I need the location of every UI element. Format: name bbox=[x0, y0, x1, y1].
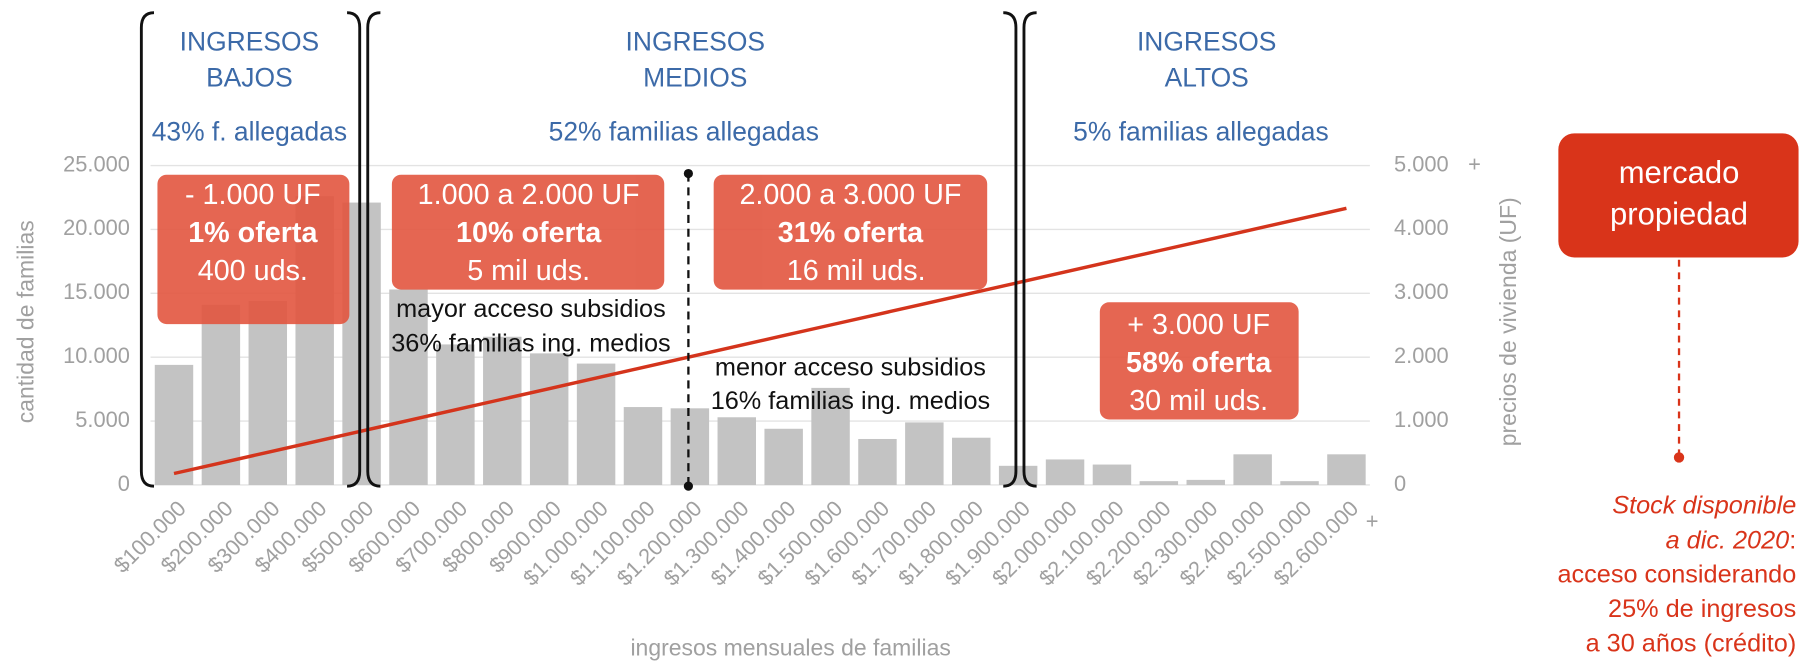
side-note-colon: : bbox=[1789, 526, 1796, 554]
box-text: 58% oferta bbox=[1126, 347, 1272, 379]
section-title: INGRESOS bbox=[1137, 27, 1276, 57]
section-title: INGRESOS bbox=[180, 27, 319, 57]
box-text: 1% oferta bbox=[188, 217, 318, 249]
bracket bbox=[139, 11, 155, 488]
box-text: 31% oferta bbox=[778, 217, 924, 249]
bracket bbox=[1022, 11, 1037, 488]
bar bbox=[717, 417, 756, 485]
bar bbox=[1280, 481, 1319, 485]
box-text: 10% oferta bbox=[456, 217, 602, 249]
bracket bbox=[366, 11, 381, 488]
bar bbox=[248, 300, 288, 485]
y-tick-label: 5.000 bbox=[75, 407, 130, 432]
side-note: a 30 años (crédito) bbox=[1586, 629, 1797, 657]
side-box bbox=[1558, 133, 1799, 258]
note: 16% familias ing. medios bbox=[711, 387, 990, 415]
bar bbox=[1186, 479, 1225, 485]
box-text: 16 mil uds. bbox=[787, 255, 926, 287]
box-text: 30 mil uds. bbox=[1129, 385, 1268, 417]
section-title: INGRESOS bbox=[626, 27, 765, 57]
side-note: Stock disponible bbox=[1612, 492, 1796, 520]
bar bbox=[811, 387, 850, 485]
y2-tick-label: 1.000 bbox=[1394, 407, 1449, 432]
bar bbox=[998, 465, 1038, 485]
offer-box bbox=[391, 174, 665, 290]
offer-box bbox=[1099, 302, 1299, 420]
section-share: 52% familias allegadas bbox=[549, 116, 819, 146]
bar bbox=[1045, 459, 1085, 485]
divider-end bbox=[683, 168, 693, 179]
side-box-text: mercado bbox=[1619, 155, 1740, 190]
side-note: a dic. 2020: bbox=[1666, 526, 1797, 554]
bracket bbox=[346, 11, 362, 488]
bars bbox=[154, 196, 1366, 485]
bar bbox=[858, 438, 897, 485]
boxes bbox=[157, 174, 1299, 420]
bar bbox=[436, 344, 475, 485]
y2-tick-label: 0 bbox=[1394, 471, 1406, 496]
bar bbox=[154, 364, 194, 485]
y-tick-label: 20.000 bbox=[63, 215, 130, 240]
bracket bbox=[1003, 11, 1018, 488]
y-axis-label: cantidad de familias bbox=[13, 220, 39, 423]
box-text: 5 mil uds. bbox=[467, 255, 590, 287]
note: 36% familias ing. medios bbox=[391, 329, 670, 357]
box-text: 2.000 a 3.000 UF bbox=[739, 179, 961, 211]
bar bbox=[623, 407, 663, 485]
section-share: 5% familias allegadas bbox=[1073, 116, 1329, 146]
box-text: - 1.000 UF bbox=[185, 179, 321, 211]
y-tick-label: 10.000 bbox=[63, 343, 130, 368]
divider-end bbox=[683, 481, 693, 491]
bar bbox=[201, 304, 241, 485]
bar bbox=[905, 422, 944, 485]
offer-box bbox=[157, 174, 350, 325]
bar bbox=[1139, 481, 1179, 485]
bar bbox=[389, 289, 428, 485]
brackets bbox=[139, 11, 1037, 488]
box-text: 1.000 a 2.000 UF bbox=[418, 179, 640, 211]
bar bbox=[670, 408, 710, 485]
price-line bbox=[173, 206, 1347, 476]
box-text: + 3.000 UF bbox=[1127, 309, 1270, 341]
section-share: 43% f. allegadas bbox=[152, 116, 347, 146]
section-title: BAJOS bbox=[206, 62, 293, 92]
grid: 0 5.000 10.000 15.000 20.000 25.000 0 1.000 2.00… bbox=[63, 151, 1449, 590]
y2-tick-label: 3.000 bbox=[1394, 279, 1449, 304]
bar bbox=[764, 428, 803, 485]
y2-overflow: + bbox=[1468, 151, 1481, 176]
side-note: 25% de ingresos bbox=[1608, 595, 1796, 623]
box-text: 400 uds. bbox=[198, 255, 308, 287]
note: mayor acceso subsidios bbox=[396, 295, 666, 323]
bar bbox=[1092, 464, 1132, 485]
bar bbox=[1327, 454, 1366, 485]
side-box-text: propiedad bbox=[1610, 196, 1748, 231]
note: menor acceso subsidios bbox=[715, 354, 986, 382]
y-tick-label: 25.000 bbox=[63, 151, 130, 176]
y2-tick-label: 2.000 bbox=[1394, 343, 1449, 368]
offer-box bbox=[713, 174, 988, 290]
bar bbox=[952, 437, 991, 485]
side-note: acceso considerando bbox=[1557, 560, 1796, 588]
y-tick-label: 15.000 bbox=[63, 279, 130, 304]
section-title: MEDIOS bbox=[643, 62, 747, 92]
side-note-italic: a dic. 2020 bbox=[1666, 526, 1790, 554]
y-tick-label: 0 bbox=[118, 471, 130, 496]
y2-tick-label: 5.000 bbox=[1394, 151, 1449, 176]
side-connector-end bbox=[1673, 452, 1685, 463]
bar bbox=[529, 353, 569, 485]
x-overflow: + bbox=[1366, 509, 1379, 534]
bar bbox=[483, 336, 522, 485]
y2-axis-label: precios de vivienda (UF) bbox=[1495, 197, 1521, 446]
section-title: ALTOS bbox=[1165, 62, 1249, 92]
line-layer bbox=[173, 206, 1347, 476]
y2-tick-label: 4.000 bbox=[1394, 215, 1449, 240]
x-axis-label: ingresos mensuales de familias bbox=[630, 634, 950, 660]
bar bbox=[1233, 454, 1272, 485]
bar bbox=[576, 363, 616, 485]
